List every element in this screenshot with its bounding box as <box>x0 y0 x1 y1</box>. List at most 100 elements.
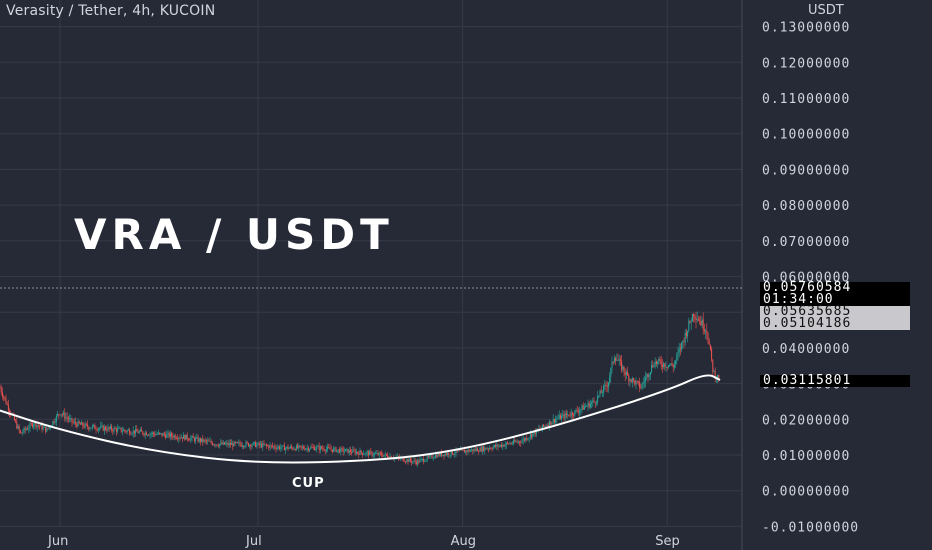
candle-body <box>463 450 465 453</box>
candle-body <box>342 448 344 452</box>
candle-body <box>85 423 87 425</box>
candle-body <box>423 458 425 462</box>
candle-body <box>586 405 588 407</box>
candle-body <box>419 459 421 463</box>
candle-body <box>305 448 307 450</box>
candle-body <box>616 359 618 361</box>
candle-body <box>253 442 255 444</box>
candle-body <box>77 421 79 427</box>
candle-body <box>561 415 563 420</box>
candle-body <box>275 447 277 449</box>
candle-body <box>495 445 497 447</box>
candle-body <box>123 429 125 432</box>
candle-body <box>682 341 684 343</box>
candle-body <box>595 402 597 404</box>
candle-body <box>550 421 552 425</box>
candle-body <box>558 415 560 419</box>
candle-body <box>379 452 381 454</box>
candle-body <box>91 425 93 428</box>
candle-body <box>666 366 668 368</box>
candle-body <box>415 461 417 465</box>
candle-body <box>426 456 428 460</box>
candle-body <box>21 432 23 434</box>
candle-body <box>136 429 138 432</box>
candle-body <box>541 424 543 429</box>
candle-body <box>174 435 176 439</box>
candle-body <box>229 443 231 445</box>
candle-body <box>274 446 276 448</box>
candle-body <box>360 450 362 453</box>
candle-body <box>333 448 335 452</box>
candle-body <box>58 414 60 415</box>
candle-body <box>658 358 660 362</box>
y-tick-label: 0.01000000 <box>762 449 850 464</box>
candle-body <box>517 441 519 443</box>
candle-body <box>543 424 545 427</box>
candle-body <box>615 357 617 361</box>
candle-body <box>130 433 132 435</box>
candle-body <box>310 447 312 450</box>
candle-body <box>402 457 404 462</box>
candle-body <box>198 438 200 442</box>
candle-body <box>354 450 356 454</box>
candle-body <box>705 330 707 332</box>
candle-body <box>346 448 348 450</box>
candle-body <box>288 447 290 449</box>
candle-body <box>139 429 141 432</box>
candle-body <box>598 395 600 397</box>
candle-body <box>23 428 25 433</box>
candle-body <box>249 444 251 447</box>
candle-body <box>107 427 109 431</box>
candle-body <box>627 371 629 376</box>
candle-body <box>238 442 240 444</box>
candle-body <box>48 426 50 429</box>
candle-body <box>636 381 638 382</box>
candle-body <box>52 421 54 426</box>
candle-body <box>209 440 211 442</box>
candle-body <box>324 450 326 452</box>
candle-body <box>693 314 695 317</box>
candle-body <box>557 418 559 419</box>
grid-lines <box>0 0 742 527</box>
candle-body <box>40 424 42 427</box>
candle-body <box>646 374 648 378</box>
candle-body <box>292 447 294 450</box>
y-tick-label: 0.11000000 <box>762 92 850 107</box>
price-tag-2: 0.05635685 <box>760 305 910 318</box>
candle-body <box>257 442 259 445</box>
y-tick-label: 0.06000000 <box>762 271 850 286</box>
candle-body <box>220 442 222 445</box>
candle-body <box>653 366 655 367</box>
candle-body <box>307 447 309 451</box>
y-axis-labels: 0.13000000 0.12000000 0.11000000 0.10000000… <box>762 21 858 536</box>
candle-body <box>364 453 366 455</box>
countdown-tag: 01:34:00 <box>760 293 910 306</box>
candle-body <box>0 387 2 393</box>
candle-body <box>628 375 630 382</box>
candle-body <box>89 428 91 430</box>
candle-body <box>592 400 594 403</box>
candle-body <box>546 425 548 427</box>
candle-body <box>453 454 455 456</box>
candle-body <box>65 417 67 419</box>
candle-body <box>589 403 591 408</box>
candle-body <box>454 453 456 455</box>
candle-body <box>619 359 621 361</box>
candle-body <box>5 398 7 404</box>
candle-body <box>569 415 571 417</box>
candle-body <box>513 440 515 444</box>
candle-body <box>606 386 608 388</box>
candle-body <box>303 446 305 449</box>
candle-body <box>485 447 487 450</box>
candle-body <box>625 371 627 375</box>
candle-body <box>375 453 377 455</box>
candle-body <box>478 451 480 453</box>
candle-body <box>480 447 482 452</box>
candle-body <box>192 436 194 438</box>
candle-body <box>317 446 319 447</box>
candle-body <box>573 415 575 417</box>
candle-body <box>336 449 338 452</box>
candle-body <box>327 446 329 449</box>
candle-body <box>580 409 582 411</box>
